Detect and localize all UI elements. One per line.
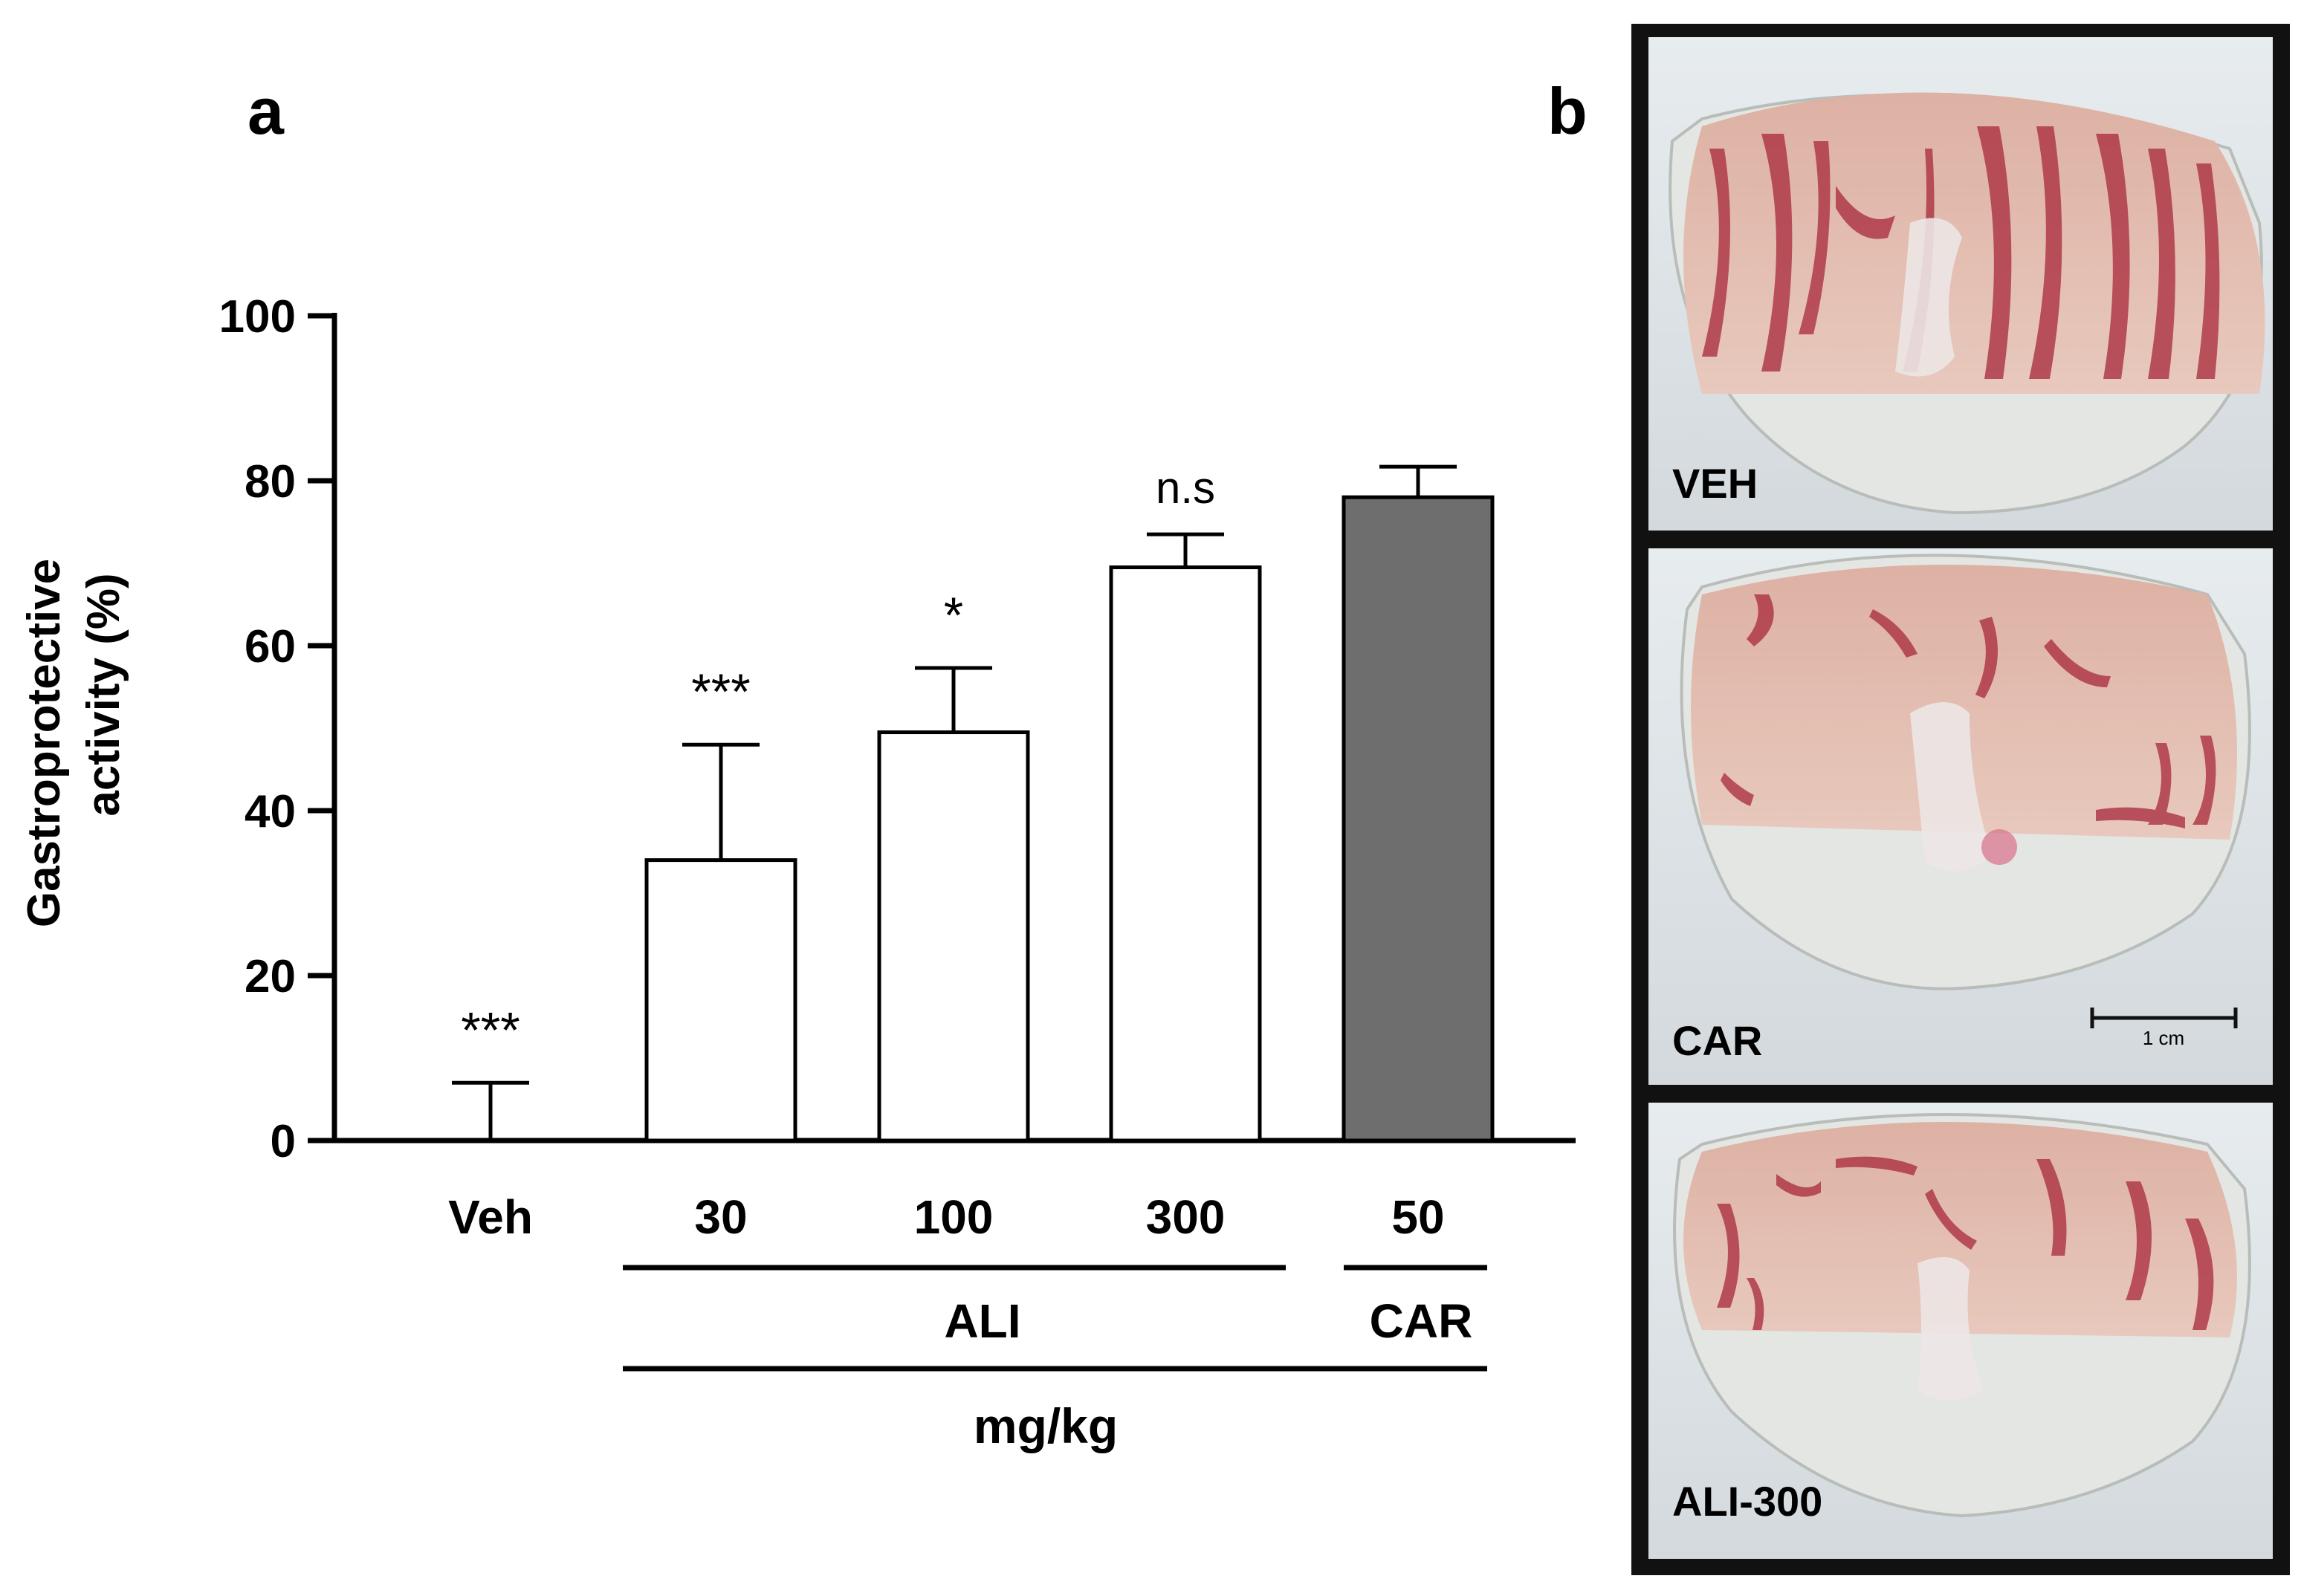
photo-label-car: CAR [1672, 1017, 1762, 1064]
x-tick-label: 30 [694, 1190, 747, 1244]
panel-a-label: a [247, 74, 285, 148]
significance-label: *** [691, 664, 750, 720]
photo-car: 1 cm CAR [1648, 548, 2273, 1085]
significance-label: *** [461, 1002, 520, 1058]
y-axis-label-line2: activity (%) [78, 573, 129, 816]
car-group-label: CAR [1370, 1294, 1473, 1348]
significance-label: * [944, 587, 963, 643]
unit-label: mg/kg [974, 1398, 1118, 1453]
bar [877, 730, 1030, 1143]
photo-label-ali-300: ALI-300 [1672, 1478, 1822, 1525]
y-tick-label: 20 [245, 951, 296, 1002]
photo-label-veh: VEH [1672, 460, 1758, 507]
x-tick-label: 300 [1146, 1190, 1226, 1244]
x-tick-label: Veh [448, 1190, 533, 1244]
ali-group-label: ALI [944, 1294, 1020, 1348]
bar [644, 858, 797, 1143]
scale-bar-label: 1 cm [2143, 1027, 2184, 1049]
x-tick-label: 50 [1391, 1190, 1444, 1244]
y-tick-label: 40 [245, 786, 296, 837]
y-tick-label: 60 [245, 621, 296, 672]
bar-chart: 0 20 40 60 80 100 *** Veh *** 30 * 100 n.s 300 50 [219, 291, 1576, 1244]
y-axis-label-line1: Gastroprotective [19, 559, 70, 927]
panel-b-label: b [1547, 74, 1588, 148]
x-tick-label: 100 [914, 1190, 994, 1244]
y-tick-label: 0 [271, 1116, 296, 1167]
photo-ali-300: ALI-300 [1648, 1103, 2273, 1559]
significance-label: n.s [1156, 463, 1215, 513]
y-tick-label: 80 [245, 456, 296, 507]
y-tick-label: 100 [219, 291, 296, 343]
bar [1342, 495, 1495, 1143]
photo-veh: VEH [1648, 37, 2273, 531]
bar [1109, 565, 1262, 1143]
